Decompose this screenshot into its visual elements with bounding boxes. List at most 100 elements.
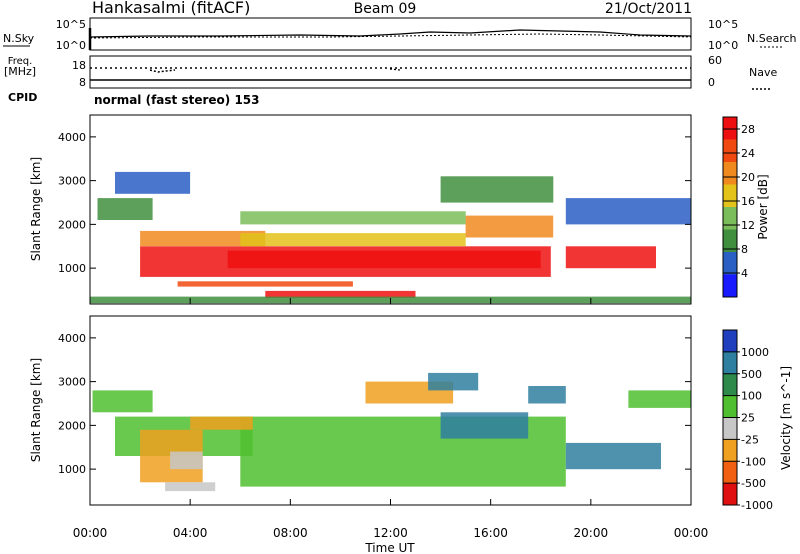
power-region-7	[240, 233, 466, 247]
power-region-2	[565, 246, 656, 269]
velocity-axes: 1000 2000 3000 4000	[58, 332, 692, 505]
velocity-region-5	[170, 451, 203, 470]
x-tick-label: 08:00	[273, 526, 308, 540]
velocity-colorbar-tick-label: -25	[741, 433, 759, 446]
velocity-region-2	[92, 390, 153, 413]
power-colorbar-tick-label: 24	[741, 147, 755, 160]
power-ytick-label: 1000	[58, 262, 86, 275]
power-colorbar-tick-label: 8	[741, 243, 748, 256]
power-colorbar: 4 8 12 16 20 24 28	[722, 116, 755, 298]
power-ylabel: Slant Range [km]	[29, 157, 43, 261]
nave-label: Nave	[749, 66, 777, 79]
power-colorbar-swatch	[723, 207, 737, 230]
velocity-region-12	[428, 372, 479, 391]
velocity-colorbar-tick-label: 100	[741, 390, 762, 403]
velocity-colorbar-label: Velocity [m s^-1]	[779, 366, 793, 470]
power-region-5	[140, 230, 266, 247]
power-region-8	[97, 198, 153, 220]
date-label: 21/Oct/2011	[605, 1, 692, 17]
power-region-6	[465, 215, 554, 238]
power-region-1	[227, 250, 541, 269]
power-colorbar-swatch	[723, 162, 737, 185]
nsearch-label: N.Search	[747, 32, 797, 45]
power-region-11	[440, 176, 554, 203]
power-colorbar-swatch	[723, 274, 737, 298]
freq-unit: [MHz]	[4, 65, 36, 78]
velocity-colorbar-swatch	[723, 483, 737, 506]
velocity-colorbar-swatch	[723, 439, 737, 462]
velocity-colorbar-swatch	[723, 373, 737, 397]
x-tick-label: 16:00	[473, 526, 508, 540]
x-tick-label: 00:00	[73, 526, 108, 540]
nsky-tick-top: 10^5	[56, 18, 86, 31]
freq-tick-bottom: 8	[79, 76, 86, 89]
power-colorbar-tick-label: 20	[741, 171, 755, 184]
freq-panel	[89, 55, 692, 89]
cpid-value: normal (fast stereo) 153	[94, 93, 260, 107]
velocity-colorbar-swatch	[723, 330, 737, 353]
freq-label: Freq.	[8, 56, 33, 67]
cpid-label: CPID	[8, 91, 37, 104]
velocity-colorbar-tick-label: 25	[741, 412, 755, 425]
velocity-ytick-label: 1000	[58, 463, 86, 476]
x-tick-label: 12:00	[373, 526, 408, 540]
velocity-colorbar-tick-label: 500	[741, 368, 762, 381]
power-colorbar-swatch	[723, 252, 737, 275]
x-axis-ticks: 00:00 04:00 08:00 12:00 16:00 20:00 00:00	[73, 526, 709, 540]
velocity-colorbar-swatch	[723, 461, 737, 484]
nsearch-tick-bottom: 10^0	[708, 39, 738, 52]
velocity-colorbar-tick-label: 1000	[741, 346, 769, 359]
power-colorbar-tick-label: 12	[741, 219, 755, 232]
nsearch-trace	[89, 33, 692, 39]
power-ytick-label: 3000	[58, 175, 86, 188]
velocity-region-10	[565, 442, 661, 470]
nsky-trace	[89, 29, 692, 38]
nave-tick-top: 60	[708, 54, 722, 67]
velocity-colorbar-swatch	[723, 351, 737, 375]
power-region-12	[240, 211, 466, 225]
velocity-colorbar-tick-label: -1000	[741, 499, 773, 512]
x-tick-label: 04:00	[173, 526, 208, 540]
nave-tick-bottom: 0	[708, 76, 715, 89]
power-ytick-label: 2000	[58, 218, 86, 231]
x-tick-label: 20:00	[574, 526, 609, 540]
power-colorbar-tick-label: 4	[741, 267, 748, 280]
velocity-colorbar-swatch	[723, 395, 737, 418]
x-tick-label: 00:00	[674, 526, 709, 540]
freq-tick-top: 18	[72, 59, 86, 72]
velocity-ytick-label: 4000	[58, 332, 86, 345]
velocity-colorbar: 1000 500 100 25 -25 -100 -500 -1000	[722, 329, 773, 512]
velocity-ytick-label: 3000	[58, 376, 86, 389]
power-colorbar-label: Power [dB]	[756, 174, 770, 239]
power-heatmap	[90, 171, 691, 304]
power-colorbar-swatch	[723, 184, 737, 208]
power-region-3	[177, 281, 353, 287]
velocity-region-7	[165, 482, 216, 492]
power-ytick-label: 4000	[58, 131, 86, 144]
nsearch-tick-top: 10^5	[708, 18, 738, 31]
power-axes: 1000 2000 3000 4000	[58, 131, 692, 304]
velocity-colorbar-tick-label: -500	[741, 477, 766, 490]
power-region-10	[115, 171, 191, 194]
power-colorbar-swatch	[723, 229, 737, 253]
velocity-region-3	[628, 390, 691, 408]
beam-label: Beam 09	[354, 1, 417, 17]
power-colorbar-tick-label: 16	[741, 195, 755, 208]
x-axis-label: Time UT	[364, 541, 415, 554]
velocity-ylabel: Slant Range [km]	[29, 358, 43, 462]
nsky-tick-bottom: 10^0	[56, 39, 86, 52]
velocity-region-6	[190, 416, 253, 430]
velocity-region-9	[528, 386, 566, 404]
velocity-ytick-label: 2000	[58, 419, 86, 432]
nsky-label: N.Sky	[3, 32, 35, 45]
velocity-heatmap	[92, 372, 691, 492]
power-region-9	[565, 198, 691, 225]
velocity-colorbar-swatch	[723, 417, 737, 440]
power-region-4	[265, 290, 416, 298]
velocity-colorbar-tick-label: -100	[741, 455, 766, 468]
power-colorbar-swatch	[723, 139, 737, 163]
velocity-region-8	[440, 412, 529, 439]
power-colorbar-tick-label: 28	[741, 123, 755, 136]
station-title: Hankasalmi (fitACF)	[92, 0, 250, 17]
